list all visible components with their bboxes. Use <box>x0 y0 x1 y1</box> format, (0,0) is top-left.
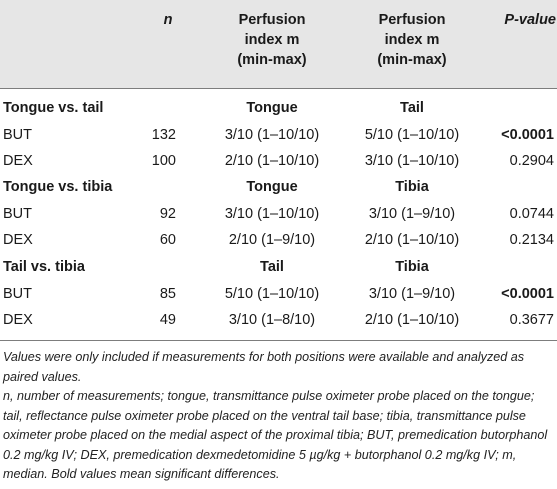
header-perfusion-index-2: Perfusion index m (min-max) <box>352 10 472 70</box>
row-group: DEX <box>3 312 33 328</box>
row-value-1: 3/10 (1–10/10) <box>224 206 320 222</box>
section-col1-label: Tongue <box>246 100 298 116</box>
row-value-1: 3/10 (1–10/10) <box>224 127 320 143</box>
row-group: DEX <box>3 232 33 248</box>
header-perfusion-2-line2: index m <box>384 32 440 48</box>
row-group: BUT <box>3 286 32 302</box>
row-p-value: 0.2904 <box>509 153 554 169</box>
header-n: n <box>163 12 173 28</box>
row-p-value: 0.0744 <box>509 206 554 222</box>
row-p-value: <0.0001 <box>501 286 554 302</box>
row-n: 49 <box>159 312 176 328</box>
header-perfusion-1-line1: Perfusion <box>238 12 306 28</box>
row-value-2: 2/10 (1–10/10) <box>364 312 460 328</box>
row-p-value: <0.0001 <box>501 127 554 143</box>
header-perfusion-1-line2: index m <box>244 32 300 48</box>
row-value-2: 2/10 (1–10/10) <box>364 232 460 248</box>
section-col2-label: Tibia <box>395 259 429 275</box>
bottom-rule <box>0 340 557 341</box>
row-value-2: 5/10 (1–10/10) <box>364 127 460 143</box>
section-title: Tongue vs. tail <box>3 100 104 116</box>
row-n: 92 <box>159 206 176 222</box>
header-perfusion-2-line3: (min-max) <box>377 52 447 68</box>
row-n: 60 <box>159 232 176 248</box>
row-value-2: 3/10 (1–9/10) <box>368 286 456 302</box>
row-value-1: 5/10 (1–10/10) <box>224 286 320 302</box>
row-p-value: 0.2134 <box>509 232 554 248</box>
section-title: Tail vs. tibia <box>3 259 85 275</box>
row-n: 132 <box>151 127 176 143</box>
row-value-1: 3/10 (1–8/10) <box>228 312 316 328</box>
row-n: 100 <box>151 153 176 169</box>
section-title: Tongue vs. tibia <box>3 179 113 195</box>
section-col1-label: Tail <box>260 259 284 275</box>
row-group: BUT <box>3 127 32 143</box>
header-rule <box>0 88 557 89</box>
header-perfusion-2-line1: Perfusion <box>378 12 446 28</box>
section-col2-label: Tail <box>400 100 424 116</box>
row-value-1: 2/10 (1–9/10) <box>228 232 316 248</box>
row-value-2: 3/10 (1–10/10) <box>364 153 460 169</box>
footnote-paired-values: Values were only included if measurement… <box>3 350 525 384</box>
row-value-2: 3/10 (1–9/10) <box>368 206 456 222</box>
row-p-value: 0.3677 <box>509 312 554 328</box>
footnote-abbreviations: n, number of measurements; tongue, trans… <box>3 389 548 481</box>
row-group: DEX <box>3 153 33 169</box>
table-header <box>0 0 557 88</box>
header-perfusion-index-1: Perfusion index m (min-max) <box>212 10 332 70</box>
section-col2-label: Tibia <box>395 179 429 195</box>
header-p-value: P-value <box>504 12 556 28</box>
row-group: BUT <box>3 206 32 222</box>
header-perfusion-1-line3: (min-max) <box>237 52 307 68</box>
row-value-1: 2/10 (1–10/10) <box>224 153 320 169</box>
section-col1-label: Tongue <box>246 179 298 195</box>
row-n: 85 <box>159 286 176 302</box>
